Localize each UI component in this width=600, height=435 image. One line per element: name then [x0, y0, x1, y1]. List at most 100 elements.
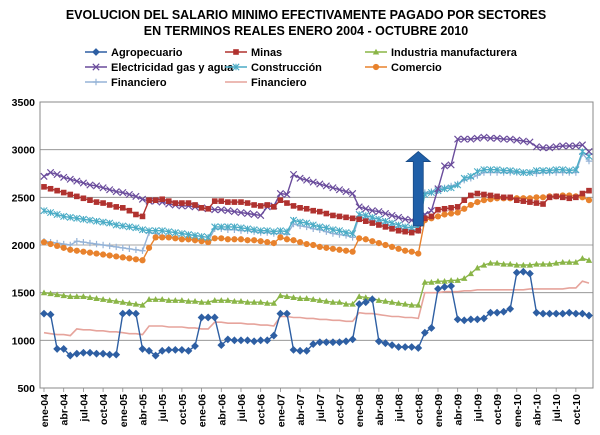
data-point	[585, 311, 593, 320]
legend-label: Financiero	[251, 77, 307, 89]
data-point	[322, 182, 330, 190]
data-point	[118, 309, 127, 318]
data-point	[349, 215, 356, 222]
data-point	[92, 182, 101, 190]
data-point	[40, 239, 48, 246]
data-point	[520, 261, 527, 268]
data-point	[73, 237, 81, 245]
data-point	[224, 236, 231, 243]
data-point	[310, 296, 317, 302]
data-point	[92, 63, 100, 71]
data-point	[389, 225, 395, 232]
data-point	[487, 259, 494, 266]
data-point	[145, 296, 153, 302]
data-point	[355, 203, 363, 211]
data-point	[545, 309, 554, 318]
data-point	[86, 294, 94, 300]
data-point	[80, 248, 87, 255]
data-point	[99, 184, 107, 192]
data-point	[303, 295, 310, 301]
data-point	[408, 301, 415, 308]
data-point	[92, 48, 100, 56]
data-point	[309, 340, 318, 349]
data-point	[257, 203, 264, 209]
legend-item: Financiero	[85, 77, 167, 89]
data-point	[244, 299, 251, 305]
data-point	[158, 227, 166, 235]
data-point	[336, 246, 343, 253]
data-point	[152, 296, 159, 302]
annotation	[405, 151, 432, 227]
data-point	[211, 235, 218, 242]
data-point	[388, 219, 396, 227]
data-point	[572, 166, 580, 174]
data-point	[66, 213, 74, 221]
x-tick-label: abr-07	[295, 394, 307, 426]
y-axis: 500 1000 1500 2000 2500 3000 3500	[12, 97, 36, 395]
data-point	[480, 261, 488, 268]
data-point	[342, 229, 350, 237]
x-tick-label: oct-04	[98, 394, 110, 425]
data-point	[539, 260, 547, 267]
data-point	[335, 227, 344, 235]
data-point	[316, 223, 324, 231]
data-point	[474, 264, 481, 271]
data-point	[500, 167, 508, 175]
data-point	[243, 336, 252, 345]
data-point	[204, 313, 213, 322]
data-point	[500, 135, 508, 143]
data-point	[381, 209, 390, 218]
data-point	[92, 217, 101, 225]
data-point	[323, 210, 330, 217]
data-point	[493, 166, 501, 174]
data-point	[322, 224, 330, 232]
data-point	[99, 296, 107, 302]
data-point	[152, 234, 159, 241]
data-point	[204, 299, 212, 305]
data-point	[454, 181, 462, 189]
data-point	[388, 299, 396, 305]
data-point	[119, 205, 126, 211]
data-point	[198, 205, 205, 211]
data-point	[191, 298, 199, 304]
data-point	[79, 179, 88, 187]
data-point	[46, 310, 55, 319]
data-point	[441, 278, 448, 284]
legend-label: Electricidad gas y agua	[111, 62, 234, 74]
data-point	[217, 206, 225, 214]
data-point	[264, 299, 271, 306]
data-point	[323, 244, 330, 251]
data-point	[138, 345, 147, 353]
data-point	[138, 195, 147, 203]
data-point	[93, 250, 100, 257]
data-point	[578, 147, 587, 156]
data-point	[349, 248, 356, 255]
data-point	[87, 197, 93, 203]
data-point	[86, 348, 94, 357]
data-point	[526, 138, 534, 146]
data-point	[172, 200, 179, 206]
data-point	[565, 142, 573, 150]
data-point	[250, 210, 258, 219]
data-point	[171, 229, 179, 237]
data-point	[374, 337, 383, 346]
data-point	[233, 49, 239, 55]
data-point	[211, 297, 218, 303]
y-tick-label: 1000	[12, 335, 36, 347]
data-point	[427, 188, 435, 197]
data-point	[119, 299, 126, 305]
data-point	[53, 291, 61, 298]
data-point	[257, 211, 265, 220]
x-tick-label: abr-05	[137, 394, 149, 426]
data-point	[395, 227, 402, 234]
legend-label: Financiero	[111, 77, 167, 89]
data-point	[512, 268, 521, 277]
data-point	[415, 250, 422, 257]
data-point	[251, 202, 257, 208]
data-point	[106, 297, 113, 303]
data-point	[494, 193, 500, 200]
data-point	[553, 193, 559, 200]
data-point	[539, 194, 547, 201]
data-point	[453, 315, 462, 324]
